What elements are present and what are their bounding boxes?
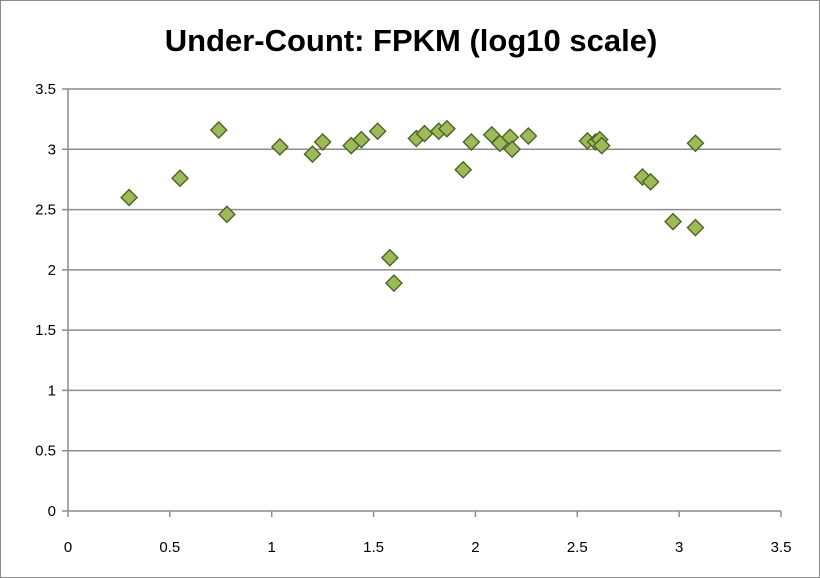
gridlines [68,88,781,452]
data-point-9 [368,122,387,141]
x-tick-label-4: 2 [471,539,479,556]
data-point-0 [120,188,139,207]
chart-title: Under-Count: FPKM (log10 scale) [164,23,658,58]
x-tick-label-5: 2.5 [567,539,588,556]
x-tick-label-2: 1 [268,539,276,556]
x-tick-label-7: 3.5 [771,539,792,556]
axes [67,89,781,512]
data-point-6 [313,133,332,152]
data-point-31 [686,218,705,237]
y-tick-label-2: 1 [48,382,56,399]
x-tick-label-6: 3 [675,539,683,556]
y-tick-label-3: 1.5 [35,322,56,339]
data-point-28 [641,172,660,191]
x-axis-ticks: 0 0.5 1 1.5 2 2.5 3 3.5 [64,511,792,556]
y-tick-label-1: 0.5 [35,443,56,460]
data-point-11 [384,274,403,293]
data-point-17 [462,133,481,152]
x-tick-label-0: 0 [64,539,72,556]
x-tick-label-1: 0.5 [159,539,180,556]
data-point-4 [270,137,289,156]
data-point-21 [503,140,522,159]
data-point-26 [592,136,611,155]
y-tick-label-6: 3 [48,141,56,158]
y-tick-label-7: 3.5 [35,81,56,98]
data-point-2 [209,121,228,139]
data-point-29 [664,212,683,231]
data-point-16 [454,160,473,179]
y-tick-label-0: 0 [48,503,56,520]
data-point-1 [171,169,190,188]
data-point-15 [437,119,456,138]
data-point-13 [415,124,434,143]
y-axis-ticks: 0 0.5 1 1.5 2 2.5 3 3.5 [35,81,68,520]
y-tick-label-5: 2.5 [35,202,56,219]
data-point-10 [380,248,399,267]
data-point-8 [352,130,371,149]
data-point-3 [217,205,236,224]
data-points [120,119,705,293]
data-point-30 [686,134,705,153]
data-point-22 [519,127,538,146]
y-tick-label-4: 2 [48,262,56,279]
x-tick-label-3: 1.5 [363,539,384,556]
data-point-5 [303,145,322,164]
